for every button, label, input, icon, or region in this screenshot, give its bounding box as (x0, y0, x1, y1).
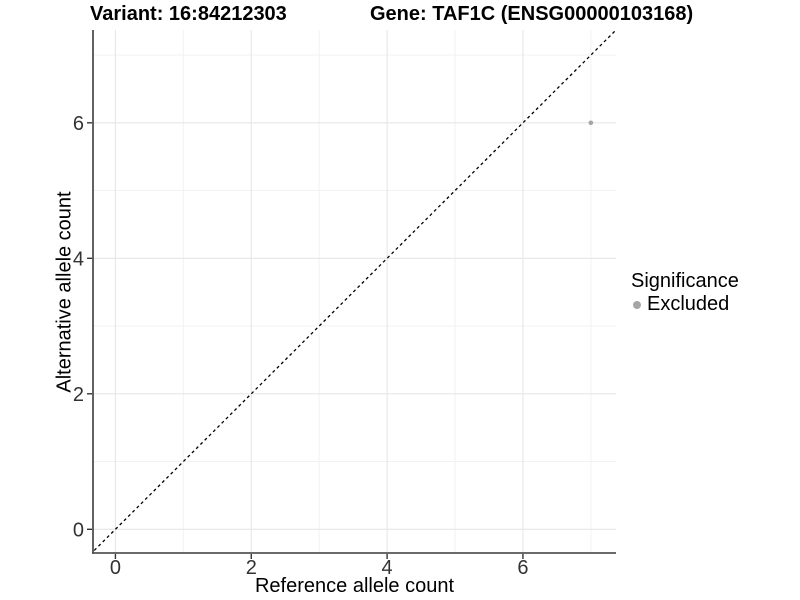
legend-title: Significance (631, 270, 739, 292)
x-tick-label: 2 (246, 557, 257, 579)
data-point (588, 120, 594, 126)
legend: Significance Excluded (631, 270, 739, 316)
x-tick-label: 4 (382, 557, 393, 579)
legend-marker-circle-icon (633, 300, 641, 309)
legend-item-label: Excluded (647, 293, 730, 315)
legend-item-excluded: Excluded (631, 293, 739, 316)
y-tick-label: 0 (73, 519, 84, 541)
y-axis-title: Alternative allele count (53, 191, 76, 393)
identity-line (93, 30, 616, 553)
y-tick-label: 4 (73, 248, 84, 270)
x-tick-label: 0 (110, 557, 121, 579)
x-axis-title: Reference allele count (254, 575, 454, 597)
x-tick-label: 6 (517, 557, 528, 579)
y-tick-label: 6 (73, 113, 84, 135)
plot-title-gene: Gene: TAF1C (ENSG00000103168) (370, 3, 694, 25)
y-tick-label: 2 (73, 384, 84, 406)
plot-title-variant: Variant: 16:84212303 (90, 3, 287, 25)
